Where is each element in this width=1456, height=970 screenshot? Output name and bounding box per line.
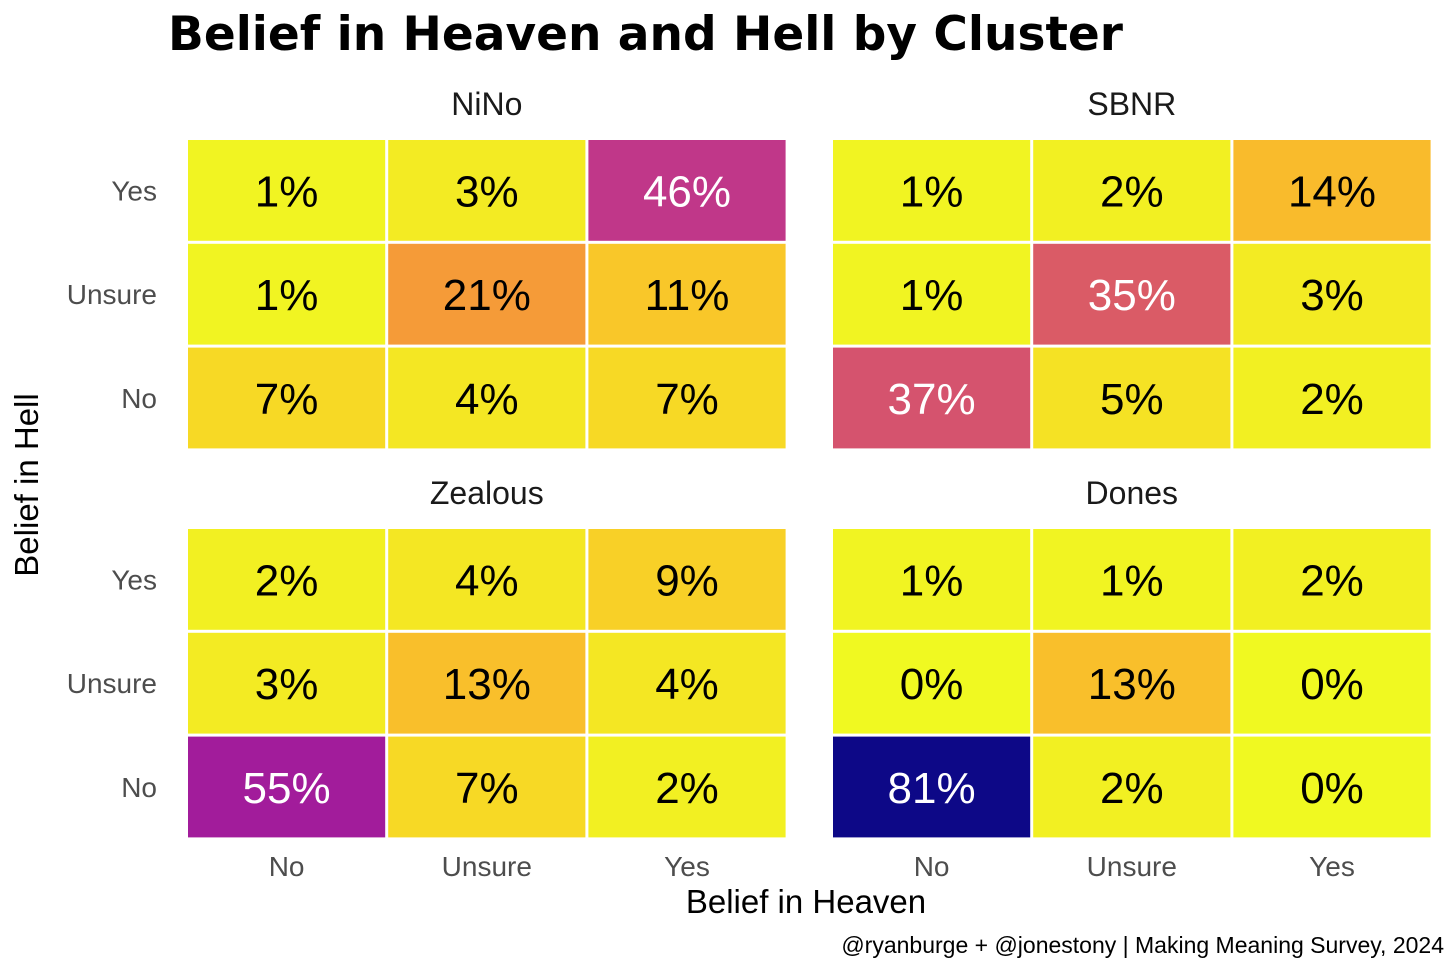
y-tick-label: No [121,772,157,803]
cell-value-label: 2% [255,556,319,605]
heatmap-cell [388,140,586,241]
heatmap-cell [588,632,786,734]
x-tick-label: No [269,851,305,882]
facet-title-dones: Dones [1086,475,1179,511]
cell-value-label: 7% [455,764,519,813]
x-tick-label: Unsure [442,851,532,882]
x-tick-label: No [914,851,950,882]
facet-panels: NiNo 1% 3% 46% Yes 1% 21% 11% Unsure 7% 4% 7% No SBNR… [67,86,1431,882]
cell-value-label: 1% [1100,556,1164,605]
cell-value-label: 13% [443,660,531,709]
heatmap-cell [388,529,586,630]
facet-title-sbnr: SBNR [1087,86,1176,122]
y-tick-label: Unsure [67,279,157,310]
heatmap-cell [1033,140,1231,241]
x-tick-label: Yes [1309,851,1355,882]
heatmap-cell [188,347,386,449]
cell-value-label: 1% [900,167,964,216]
cell-value-label: 4% [455,375,519,424]
heatmap-cell [188,140,386,241]
heatmap-cell [188,632,386,734]
heatmap-cell [588,243,786,345]
heatmap-cell [1033,243,1231,345]
cell-value-label: 4% [655,660,719,709]
cell-value-label: 2% [1300,556,1364,605]
heatmap-cell [588,529,786,630]
cell-value-label: 14% [1288,167,1376,216]
cell-value-label: 21% [443,271,531,320]
chart-title: Belief in Heaven and Hell by Cluster [168,7,1124,62]
heatmap-cell [588,347,786,449]
cell-value-label: 2% [1100,764,1164,813]
heatmap-cell [388,632,586,734]
cell-value-label: 37% [888,375,976,424]
cell-value-label: 1% [900,271,964,320]
heatmap-cell [1233,347,1431,449]
y-tick-label: Yes [111,564,157,595]
facet-panel-sbnr: SBNR 1% 2% 14% 1% 35% 3% 37% 5% 2% [833,86,1431,449]
y-tick-label: Yes [111,175,157,206]
heatmap-cell [388,347,586,449]
facet-title-nino: NiNo [451,86,522,122]
heatmap-cell [188,529,386,630]
heatmap-cell [188,243,386,345]
heatmap-cell [833,632,1031,734]
heatmap-cell [1233,243,1431,345]
heatmap-cell [833,347,1031,449]
heatmap-cell [388,243,586,345]
cell-value-label: 35% [1088,271,1176,320]
heatmap-cell [388,736,586,838]
cell-value-label: 81% [888,764,976,813]
heatmap-cell [1033,529,1231,630]
x-axis-title: Belief in Heaven [686,883,926,920]
heatmap-cell [588,736,786,838]
heatmap-cell [833,243,1031,345]
heatmap-cell [188,736,386,838]
cell-value-label: 1% [255,167,319,216]
cell-value-label: 2% [655,764,719,813]
facet-title-zealous: Zealous [430,475,544,511]
heatmap-cell [1233,632,1431,734]
cell-value-label: 55% [243,764,331,813]
facet-panel-nino: NiNo 1% 3% 46% Yes 1% 21% 11% Unsure 7% 4% 7% No [67,86,786,449]
heatmap-cell [1033,632,1231,734]
cell-value-label: 7% [255,375,319,424]
cell-value-label: 3% [255,660,319,709]
cell-value-label: 3% [1300,271,1364,320]
heatmap-cell [1233,529,1431,630]
cell-value-label: 11% [645,271,730,320]
y-tick-label: No [121,383,157,414]
cell-value-label: 7% [655,375,719,424]
heatmap-cell [1233,140,1431,241]
heatmap-cell [1233,736,1431,838]
cell-value-label: 1% [900,556,964,605]
cell-value-label: 2% [1300,375,1364,424]
facet-panel-dones: Dones 1% 1% 2% 0% 13% 0% 81% 2% 0% No Unsure Yes [833,475,1431,882]
cell-value-label: 46% [643,167,731,216]
cell-value-label: 13% [1088,660,1176,709]
cell-value-label: 2% [1100,167,1164,216]
heatmap-cell [1033,347,1231,449]
cell-value-label: 4% [455,556,519,605]
cell-value-label: 1% [255,271,319,320]
heatmap-cell [588,140,786,241]
heatmap-cell [1033,736,1231,838]
cell-value-label: 3% [455,167,519,216]
cell-value-label: 0% [900,660,964,709]
y-tick-label: Unsure [67,668,157,699]
cell-value-label: 0% [1300,660,1364,709]
cell-value-label: 0% [1300,764,1364,813]
cell-value-label: 9% [655,556,719,605]
y-axis-title: Belief in Hell [8,393,45,576]
cell-value-label: 5% [1100,375,1164,424]
heatmap-cell [833,529,1031,630]
heatmap-cell [833,736,1031,838]
heatmap-cell [833,140,1031,241]
facet-panel-zealous: Zealous 2% 4% 9% Yes 3% 13% 4% Unsure 55% 7% 2% No No… [67,475,786,882]
x-tick-label: Unsure [1087,851,1177,882]
chart-caption: @ryanburge + @jonestony | Making Meaning… [841,932,1444,958]
x-tick-label: Yes [664,851,710,882]
